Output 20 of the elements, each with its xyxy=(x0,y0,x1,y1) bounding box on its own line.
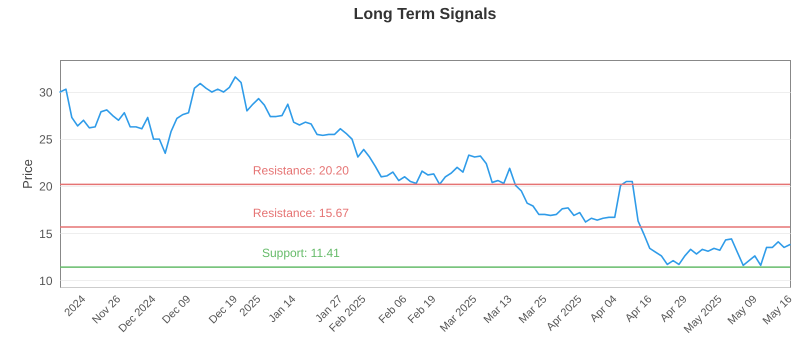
x-tick-label: Apr 16 xyxy=(623,293,655,325)
y-axis-title: Price xyxy=(20,159,36,189)
x-tick-label: Dec 19 xyxy=(206,293,240,326)
x-tick-label: May 16 xyxy=(760,293,795,328)
ref-line-label: Resistance: 15.67 xyxy=(252,206,350,220)
y-tick-label: 25 xyxy=(39,132,53,147)
ref-line-label: Support: 11.41 xyxy=(262,246,340,260)
x-tick-label: Dec 09 xyxy=(160,293,194,326)
line-series xyxy=(59,76,791,266)
x-tick-label: Apr 04 xyxy=(588,293,620,325)
y-tick-label: 15 xyxy=(39,226,53,241)
y-tick-label: 10 xyxy=(39,274,53,288)
chart-title: Long Term Signals xyxy=(354,6,497,23)
x-tick-label: Mar 13 xyxy=(482,293,514,326)
x-tick-label: Jan 14 xyxy=(266,293,298,326)
x-tick-label: Feb 19 xyxy=(406,293,438,326)
ref-line-label: Resistance: 20.20 xyxy=(252,163,350,178)
y-tick-label: 20 xyxy=(39,180,53,194)
x-tick-label: May 09 xyxy=(726,293,760,328)
y-tick-label: 30 xyxy=(39,86,53,100)
